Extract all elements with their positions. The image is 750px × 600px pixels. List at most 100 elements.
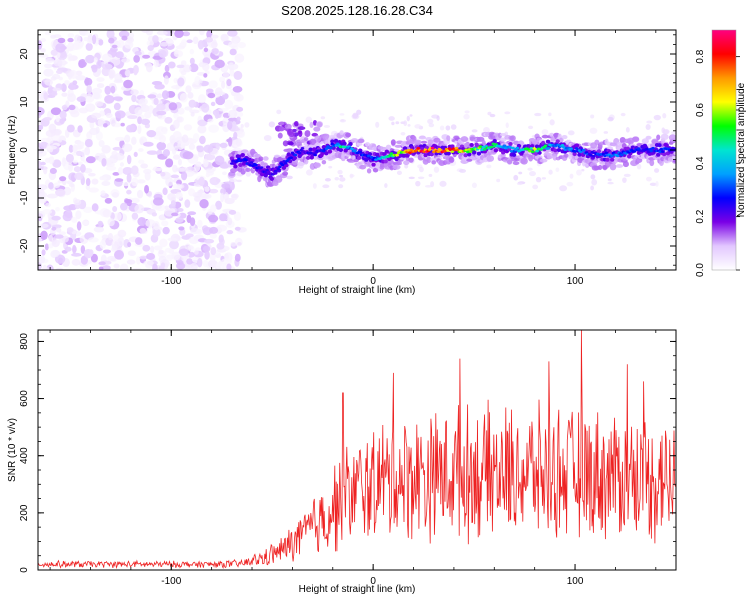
spectrogram-band-halo (512, 161, 520, 166)
spectrogram-noise-cell (165, 158, 174, 168)
spectrogram-noise-cell (39, 223, 49, 228)
spectrogram-noise-cell (164, 116, 173, 124)
spectrogram-noise-cell (105, 162, 115, 167)
spectrogram-band-core (429, 152, 434, 157)
spectrogram-noise-cell (219, 142, 228, 149)
spectrogram-noise-cell (133, 151, 138, 158)
spectrogram-noise-cell (144, 171, 151, 181)
spectrogram-noise-cell (178, 226, 185, 231)
spectrogram-scatter-cell (439, 180, 447, 187)
spectrogram-noise-cell (222, 117, 229, 126)
spectrogram-noise-cell (233, 211, 242, 222)
spectrogram-noise-cell (188, 143, 196, 150)
spectrogram-noise-cell (165, 177, 174, 187)
spectrogram-band-core (238, 162, 243, 167)
colorbar-tick-label: 0.6 (695, 103, 706, 117)
spectrogram-noise-cell (159, 134, 167, 143)
x-tick-label: -100 (161, 276, 181, 287)
spectrogram-noise-cell (53, 182, 61, 189)
spectrogram-noise-cell (197, 189, 205, 194)
spectrogram-noise-cell (83, 206, 93, 214)
spectrogram-noise-cell (72, 159, 78, 164)
spectrogram-noise-cell (176, 208, 184, 212)
spectrogram-scatter-cell (487, 111, 492, 116)
spectrogram-band-core (236, 154, 242, 159)
spectrogram-scatter-cell (404, 163, 409, 169)
spectrogram-scatter-cell (245, 171, 251, 177)
spectrogram-band-peak (300, 146, 305, 150)
spectrogram-noise-cell (55, 227, 62, 233)
spectrogram-scatter-cell (505, 122, 509, 129)
spectrogram-noise-cell (216, 242, 225, 250)
spectrogram-noise-cell (157, 114, 167, 120)
spectrogram-noise-cell (208, 80, 218, 89)
spectrogram-noise-cell (188, 188, 196, 197)
spectrogram-noise-cell (145, 63, 153, 73)
spectrogram-band-halo (303, 158, 309, 165)
spectrogram-noise-cell (124, 134, 131, 143)
spectrogram-noise-cell (52, 87, 61, 92)
spectrogram-scatter-cell (566, 181, 574, 187)
spectrogram-noise-cell (221, 80, 226, 89)
spectrogram-noise-cell (203, 73, 208, 78)
spectrogram-band-halo (303, 137, 309, 142)
spectrogram-band-core (493, 148, 499, 153)
spectrogram-band-halo (262, 156, 269, 161)
spectrogram-band-peak (436, 150, 440, 154)
spectrogram-band-peak (309, 151, 313, 155)
spectrogram-noise-cell (114, 178, 124, 182)
spectrogram-noise-cell (196, 178, 205, 186)
spectrogram-band-peak (610, 154, 614, 158)
spectrogram-noise-cell (112, 206, 118, 213)
spectrogram-noise-cell (91, 34, 97, 45)
spectrogram-band-core (467, 152, 472, 157)
spectrogram-noise-cell (65, 153, 74, 163)
spectrogram-noise-cell (228, 41, 239, 48)
spectrogram-noise-cell (126, 259, 136, 265)
spectrogram-band-halo (272, 181, 279, 187)
spectrogram-noise-cell (118, 30, 130, 38)
spectrogram-noise-cell (231, 194, 238, 201)
spectrogram-noise-cell (234, 226, 241, 231)
spectrogram-noise-cell (48, 147, 54, 153)
spectrogram-band-halo (282, 140, 289, 147)
y-tick-label: 20 (19, 48, 30, 60)
spectrogram-noise-cell (59, 176, 67, 182)
spectrogram-noise-cell (204, 238, 215, 244)
y-tick-label: -10 (19, 190, 30, 205)
spectrogram-noise-cell (215, 200, 222, 210)
spectrogram-scatter-cell (471, 129, 478, 133)
spectrogram-band-peak (468, 150, 473, 153)
spectrogram-band-peak (591, 154, 596, 158)
colorbar-tick-label: 0.4 (695, 156, 706, 170)
spectrogram-noise-cell (48, 234, 54, 243)
spectrogram-noise-cell (172, 183, 183, 190)
spectrogram-noise-cell (182, 31, 191, 37)
spectrogram-band-halo (280, 154, 287, 159)
spectrogram-noise-cell (146, 252, 156, 260)
spectrogram-noise-cell (236, 131, 244, 138)
spectrogram-scatter-cell (384, 183, 388, 188)
colorbar-frame (711, 29, 737, 271)
spectrogram-band-halo (313, 126, 321, 132)
spectrogram-noise-cell (147, 44, 154, 52)
spectrogram-noise-cell (41, 266, 49, 270)
spectrogram-band-halo (397, 161, 402, 166)
spectrogram-noise-cell (232, 86, 243, 93)
spectrogram-noise-cell (52, 73, 61, 80)
spectrogram-noise-cell (227, 217, 233, 226)
spectrogram-band-halo (366, 168, 372, 174)
spectrogram-noise-cell (126, 189, 132, 195)
spectrogram-scatter-cell (548, 112, 552, 117)
spectrogram-noise-cell (43, 63, 53, 69)
spectrogram-noise-cell (176, 64, 185, 69)
spectrogram-band-peak (446, 149, 450, 152)
spectrogram-noise-cell (203, 144, 214, 153)
spectrogram-noise-cell (176, 116, 183, 123)
spectrogram-noise-cell (199, 135, 206, 145)
spectrogram-noise-cell (172, 131, 182, 141)
spectrogram-noise-cell (67, 93, 76, 103)
spectrogram-noise-cell (80, 164, 86, 173)
spectrogram-band-halo (273, 154, 281, 158)
spectrogram-noise-cell (233, 93, 244, 102)
